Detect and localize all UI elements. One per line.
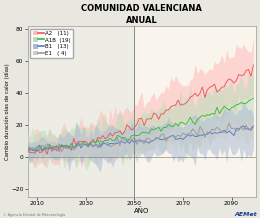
Bar (134, 26, 260, 197)
Text: © Agencia Estatal de Meteorología: © Agencia Estatal de Meteorología (3, 213, 65, 217)
Legend: A2   (11), A1B  (19), B1   (13), E1   ( 4): A2 (11), A1B (19), B1 (13), E1 ( 4) (30, 29, 73, 58)
Y-axis label: Cambio duración olas de calor (días): Cambio duración olas de calor (días) (4, 63, 10, 160)
Text: AEMet: AEMet (235, 212, 257, 217)
X-axis label: AÑO: AÑO (134, 207, 150, 214)
Title: COMUNIDAD VALENCIANA
ANUAL: COMUNIDAD VALENCIANA ANUAL (81, 4, 202, 25)
